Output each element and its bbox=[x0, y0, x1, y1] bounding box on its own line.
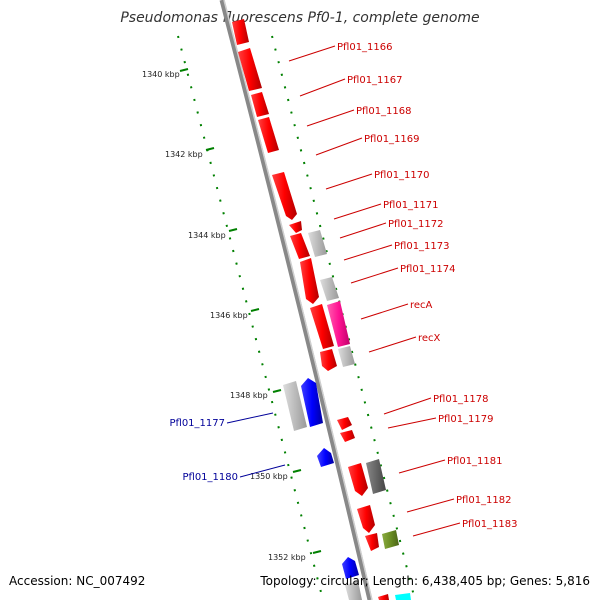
gene-arrow[interactable] bbox=[338, 346, 355, 367]
gene-arrow[interactable] bbox=[337, 417, 352, 430]
leader-line bbox=[299, 78, 346, 97]
leader-line bbox=[288, 45, 336, 62]
leader-line bbox=[383, 397, 432, 415]
leader-line bbox=[350, 267, 399, 284]
gene-arrow[interactable] bbox=[345, 581, 362, 600]
gene-label-forward[interactable]: Pfl01_1171 bbox=[383, 200, 439, 211]
tick-mark bbox=[250, 308, 260, 312]
tick-label: 1346 kbp bbox=[210, 311, 248, 320]
gene-arrow[interactable] bbox=[357, 505, 375, 533]
tick-label: 1350 kbp bbox=[250, 472, 288, 481]
gene-arrow[interactable] bbox=[320, 277, 339, 301]
gene-label-forward[interactable]: Pfl01_1167 bbox=[347, 75, 403, 86]
tick-label: 1340 kbp bbox=[142, 70, 180, 79]
gene-arrow[interactable] bbox=[366, 459, 386, 494]
gene-arrow[interactable] bbox=[340, 430, 355, 442]
gene-arrow[interactable] bbox=[382, 530, 399, 549]
leader-line bbox=[333, 203, 382, 220]
gene-arrow[interactable] bbox=[232, 19, 249, 45]
gene-arrow[interactable] bbox=[289, 221, 302, 233]
gene-arrow[interactable] bbox=[251, 92, 269, 117]
reverse-gene-track bbox=[283, 378, 362, 600]
tick-group: 1340 kbp 1342 kbp 1344 kbp 1346 kbp 1348 kbp… bbox=[142, 68, 322, 562]
tick-label: 1344 kbp bbox=[188, 231, 226, 240]
tick-mark bbox=[272, 389, 282, 393]
tick-mark bbox=[292, 469, 302, 473]
gene-label-forward[interactable]: Pfl01_1174 bbox=[400, 264, 456, 275]
gene-label-forward[interactable]: Pfl01_1170 bbox=[374, 170, 430, 181]
gene-label-forward[interactable]: Pfl01_1181 bbox=[447, 456, 503, 467]
tick-label: 1352 kbp bbox=[268, 553, 306, 562]
tick-mark bbox=[228, 228, 238, 232]
gene-label-forward[interactable]: Pfl01_1172 bbox=[388, 219, 444, 230]
accession-text: Accession: NC_007492 bbox=[9, 574, 146, 588]
leader-line bbox=[325, 173, 373, 190]
tick-mark bbox=[312, 550, 322, 554]
tick-mark bbox=[179, 68, 189, 72]
leader-line bbox=[398, 459, 446, 474]
forward-label-group: Pfl01_1166 Pfl01_1167 Pfl01_1168 Pfl01_1169… bbox=[288, 42, 518, 537]
tick-mark bbox=[205, 147, 215, 151]
gene-arrow[interactable] bbox=[308, 230, 327, 257]
leader-line bbox=[406, 498, 455, 513]
gene-arrow[interactable] bbox=[378, 594, 389, 600]
gene-arrow[interactable] bbox=[320, 349, 337, 371]
gene-label-forward[interactable]: Pfl01_1178 bbox=[433, 394, 489, 405]
leader-line bbox=[387, 417, 437, 429]
gene-arrow[interactable] bbox=[283, 381, 307, 431]
gene-arrow[interactable] bbox=[395, 593, 411, 600]
genome-backbone bbox=[219, 0, 373, 600]
gene-label-forward[interactable]: Pfl01_1173 bbox=[394, 241, 450, 252]
forward-gene-track bbox=[232, 19, 411, 600]
gene-arrow[interactable] bbox=[327, 301, 350, 347]
leader-line bbox=[306, 109, 355, 127]
gene-label-reverse[interactable]: Pfl01_1177 bbox=[169, 418, 225, 429]
gene-label-reverse[interactable]: Pfl01_1180 bbox=[182, 472, 238, 483]
leader-line bbox=[360, 303, 409, 320]
gene-arrow[interactable] bbox=[238, 48, 262, 91]
map-title: Pseudomonas fluorescens Pf0-1, complete … bbox=[120, 10, 480, 26]
reverse-label-group: Pfl01_1177 Pfl01_1180 bbox=[169, 412, 286, 483]
leader-line bbox=[339, 222, 387, 239]
leader-line bbox=[315, 137, 363, 156]
gene-arrow[interactable] bbox=[272, 172, 297, 220]
gene-label-forward[interactable]: Pfl01_1183 bbox=[462, 519, 518, 530]
gene-label-forward[interactable]: Pfl01_1182 bbox=[456, 495, 512, 506]
gene-label-forward[interactable]: recX bbox=[418, 333, 441, 344]
leader-line bbox=[239, 464, 286, 478]
leader-line bbox=[226, 412, 274, 424]
gene-label-forward[interactable]: Pfl01_1169 bbox=[364, 134, 420, 145]
gene-label-forward[interactable]: Pfl01_1166 bbox=[337, 42, 393, 53]
gene-arrow[interactable] bbox=[365, 533, 379, 551]
gene-arrow[interactable] bbox=[342, 557, 359, 579]
gene-label-forward[interactable]: Pfl01_1168 bbox=[356, 106, 412, 117]
gene-arrow[interactable] bbox=[258, 117, 279, 153]
leader-line bbox=[343, 244, 393, 261]
leader-line bbox=[368, 336, 417, 353]
tick-label: 1348 kbp bbox=[230, 391, 268, 400]
gene-arrow[interactable] bbox=[300, 258, 319, 304]
gene-arrow[interactable] bbox=[348, 463, 368, 496]
gene-label-forward[interactable]: recA bbox=[410, 300, 433, 311]
gene-arrow[interactable] bbox=[290, 233, 310, 259]
leader-line bbox=[412, 522, 461, 537]
gene-arrow[interactable] bbox=[301, 378, 323, 427]
gene-arrow[interactable] bbox=[310, 304, 334, 349]
gene-arrow[interactable] bbox=[317, 448, 334, 467]
gene-label-forward[interactable]: Pfl01_1179 bbox=[438, 414, 494, 425]
tick-label: 1342 kbp bbox=[165, 150, 203, 159]
genome-summary-text: Topology: circular; Length: 6,438,405 bp… bbox=[260, 574, 590, 588]
